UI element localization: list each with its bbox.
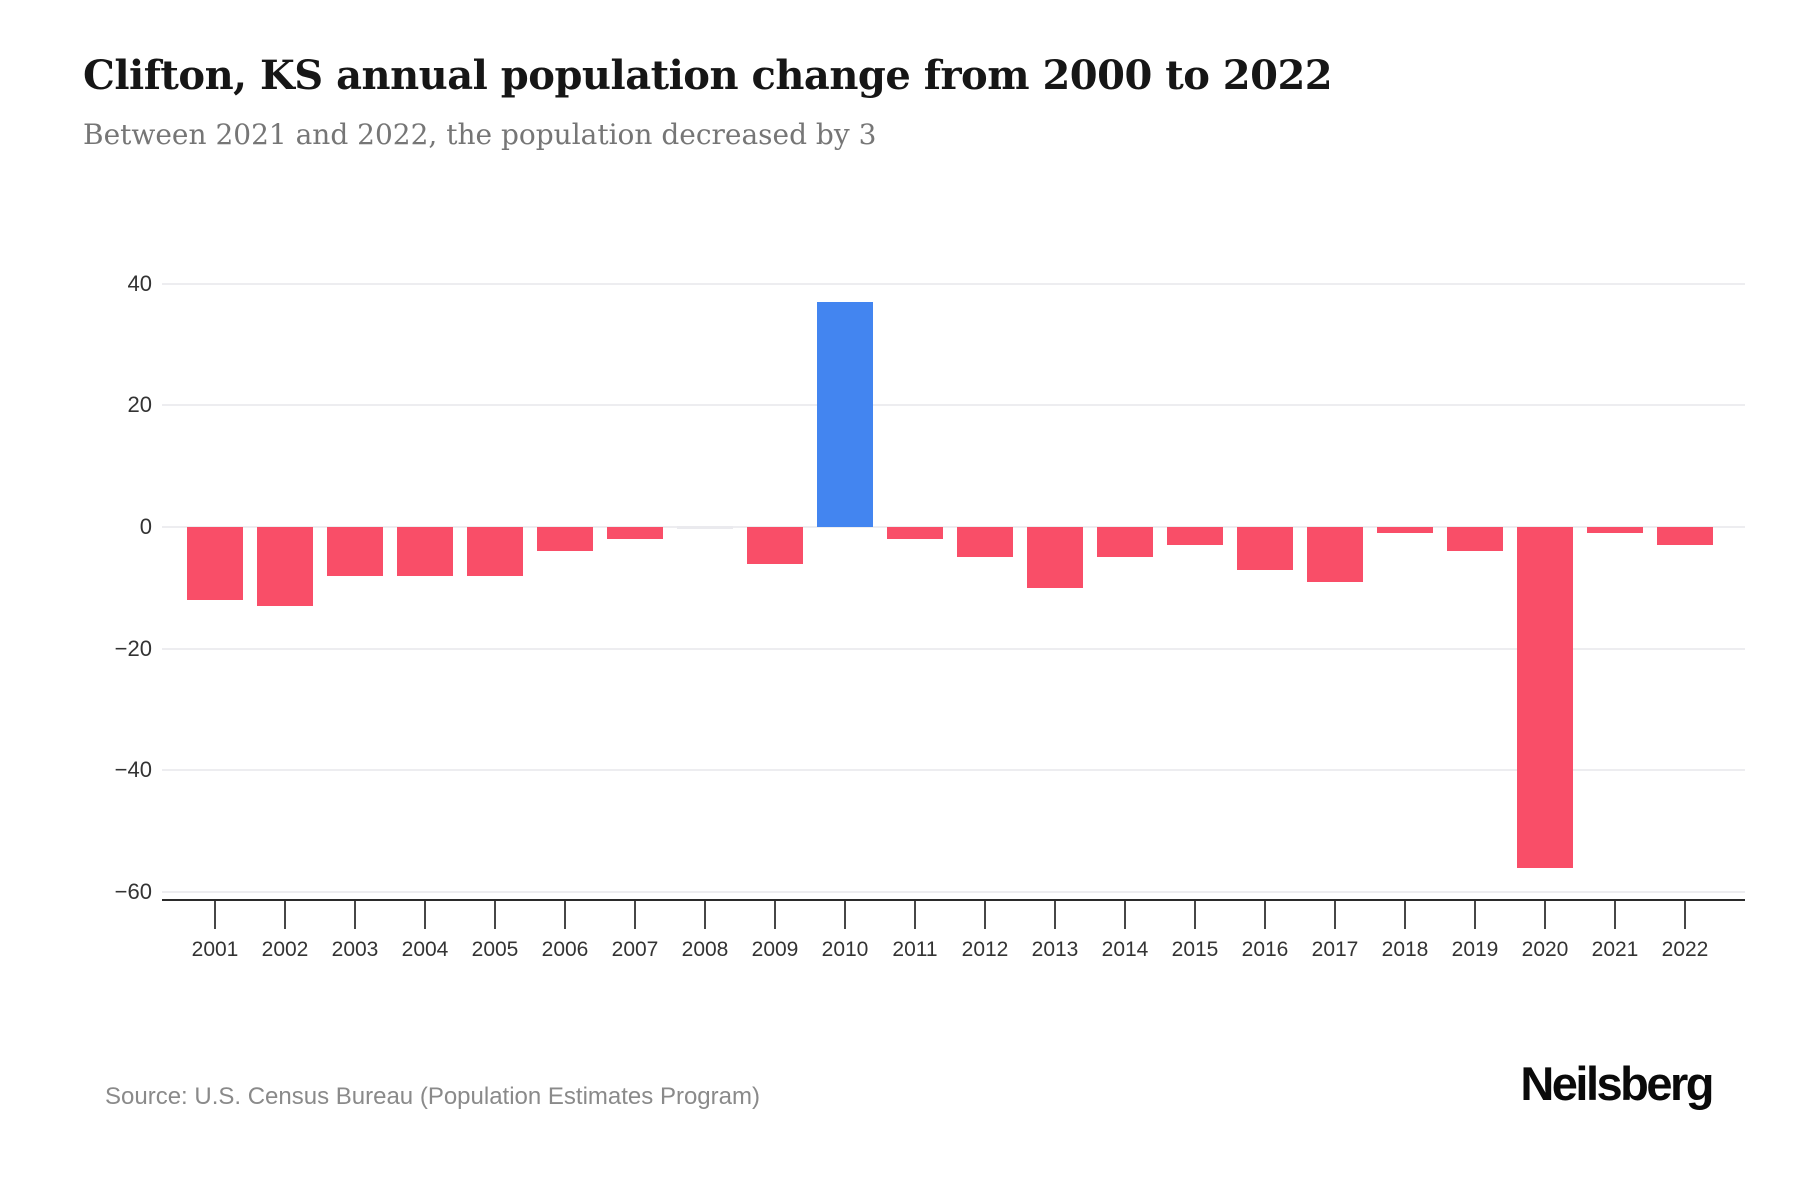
x-axis-label-2001: 2001 [191,938,239,961]
x-axis-tick-2019 [1474,901,1476,929]
x-axis-label-2020: 2020 [1521,938,1569,961]
bar-2020[interactable] [1517,527,1573,868]
x-axis-tick-2017 [1334,901,1336,929]
gridline-0 [162,526,1745,528]
bar-2002[interactable] [257,527,313,607]
x-axis-tick-2011 [914,901,916,929]
y-axis-label--60: −60 [114,879,152,904]
x-axis-label-2005: 2005 [471,938,519,961]
page-subtitle: Between 2021 and 2022, the population de… [83,118,877,151]
x-axis-label-2017: 2017 [1311,938,1359,961]
x-axis-label-2009: 2009 [751,938,799,961]
x-axis-tick-2010 [844,901,846,929]
bar-2014[interactable] [1097,527,1153,558]
x-axis-label-2013: 2013 [1031,938,1079,961]
bar-2006[interactable] [537,527,593,552]
x-axis-label-2002: 2002 [261,938,309,961]
bar-2008[interactable] [677,526,733,529]
x-axis-label-2003: 2003 [331,938,379,961]
bar-2003[interactable] [327,527,383,576]
x-axis-tick-2002 [284,901,286,929]
bar-2005[interactable] [467,527,523,576]
x-axis-tick-2004 [424,901,426,929]
x-axis-tick-2013 [1054,901,1056,929]
x-axis-label-2012: 2012 [961,938,1009,961]
x-axis-tick-2021 [1614,901,1616,929]
x-axis-tick-2005 [494,901,496,929]
x-axis-tick-2014 [1124,901,1126,929]
x-axis-label-2021: 2021 [1591,938,1639,961]
y-axis-label--40: −40 [114,757,152,783]
gridline--60 [162,891,1745,893]
neilsberg-logo: Neilsberg [1520,1057,1714,1110]
x-axis-label-2011: 2011 [892,938,938,961]
x-axis-label-2022: 2022 [1661,938,1709,961]
bar-2015[interactable] [1167,527,1223,546]
source-note: Source: U.S. Census Bureau (Population E… [105,1083,760,1110]
x-axis-label-2015: 2015 [1171,938,1219,961]
x-axis-label-2008: 2008 [681,938,729,961]
x-axis-label-2004: 2004 [401,938,449,961]
x-axis-tick-2015 [1194,901,1196,929]
y-axis-label-0: 0 [139,514,152,539]
x-axis-label-2007: 2007 [611,938,659,961]
bar-2004[interactable] [397,527,453,576]
bar-2009[interactable] [747,527,803,564]
x-axis-tick-2006 [564,901,566,929]
bar-2010[interactable] [817,301,873,527]
bar-2001[interactable] [187,527,243,600]
x-axis-tick-2008 [704,901,706,929]
x-axis-tick-2009 [774,901,776,929]
x-axis-label-2018: 2018 [1381,938,1429,961]
y-axis-label-20: 20 [127,392,152,418]
gridline--40 [162,769,1745,772]
bar-2011[interactable] [887,527,943,540]
x-axis-tick-2012 [984,901,986,929]
gridline-20 [162,404,1745,407]
x-axis-tick-2003 [354,901,356,929]
x-axis-tick-2022 [1684,901,1686,929]
x-axis-line [162,899,1745,901]
x-axis-tick-2016 [1264,901,1266,929]
bar-2007[interactable] [607,527,663,540]
y-axis-label--20: −20 [114,635,152,661]
bar-2019[interactable] [1447,527,1503,552]
bar-2021[interactable] [1587,527,1643,534]
bar-2013[interactable] [1027,527,1083,588]
bar-2017[interactable] [1307,527,1363,582]
x-axis-label-2006: 2006 [541,938,589,961]
x-axis-label-2010: 2010 [821,938,869,961]
x-axis-label-2019: 2019 [1451,938,1499,961]
gridline-40 [162,282,1745,285]
x-axis-tick-2001 [214,901,216,929]
x-axis-tick-2007 [634,901,636,929]
x-axis-label-2014: 2014 [1101,938,1149,961]
y-axis-label-40: 40 [127,270,152,296]
x-axis-tick-2018 [1404,901,1406,929]
x-axis-label-2016: 2016 [1241,938,1289,961]
bar-2016[interactable] [1237,527,1293,570]
bar-2018[interactable] [1377,527,1433,534]
bar-2022[interactable] [1657,527,1713,546]
x-axis-tick-2020 [1544,901,1546,929]
page-title: Clifton, KS annual population change fro… [83,52,1333,99]
gridline--20 [162,647,1745,650]
bar-2012[interactable] [957,527,1013,558]
